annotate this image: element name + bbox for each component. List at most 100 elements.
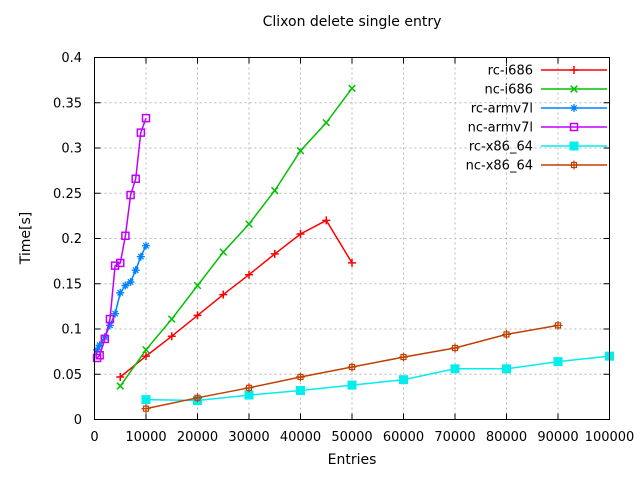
filled-square-marker — [141, 395, 151, 405]
square-plus-marker — [296, 372, 305, 382]
x-tick-label: 40000 — [280, 430, 321, 445]
legend-item-rc-armv7l: rc-armv7l — [471, 102, 607, 117]
series-line — [119, 219, 353, 378]
filled-square-marker — [296, 386, 305, 396]
legend-item-nc-x86_64: nc-x86_64 — [466, 159, 607, 174]
x-tick-label: 30000 — [228, 430, 269, 445]
open-square-marker — [136, 128, 146, 137]
tick-labels: 0 10000 20000 30000 40000 50000 60000 70000 8000… — [53, 51, 634, 445]
legend-item-nc-i686: nc-i686 — [484, 83, 607, 98]
plus-marker — [142, 352, 150, 361]
y-tick-label: 0.05 — [53, 368, 82, 383]
y-tick-label: 0 — [74, 413, 82, 428]
asterisk-marker — [111, 309, 120, 318]
x-tick-label: 100000 — [585, 430, 635, 445]
x-tick-label: 60000 — [383, 430, 424, 445]
plus-marker — [270, 249, 279, 258]
cross-marker — [270, 186, 279, 195]
cross-marker — [322, 118, 331, 127]
square-plus-marker — [399, 352, 408, 362]
open-square-marker — [131, 174, 140, 184]
filled-square-marker — [502, 364, 511, 374]
filled-square-marker — [347, 380, 357, 390]
plus-marker — [193, 311, 202, 320]
plus-marker — [322, 216, 331, 225]
legend-label: rc-i686 — [488, 64, 533, 79]
cross-marker — [116, 382, 125, 390]
square-plus-marker — [141, 404, 151, 414]
plus-marker — [348, 258, 356, 267]
series-line — [96, 117, 147, 359]
asterisk-marker — [116, 288, 125, 297]
series-line — [145, 355, 610, 402]
filled-square-marker — [553, 357, 563, 367]
square-plus-marker — [244, 383, 254, 393]
legend-label: rc-armv7l — [471, 102, 533, 117]
y-tick-label: 0.3 — [61, 142, 82, 157]
filled-square-marker — [569, 141, 579, 151]
asterisk-marker — [136, 252, 145, 261]
asterisk-marker — [105, 321, 114, 330]
open-square-marker — [141, 113, 151, 123]
series-line — [119, 87, 353, 387]
open-square-marker — [100, 334, 110, 344]
legend-item-rc-i686: rc-i686 — [488, 64, 607, 79]
series-nc-armv7l — [92, 113, 151, 363]
legend-label: nc-i686 — [484, 83, 533, 98]
filled-square-marker — [244, 390, 254, 400]
series-nc-i686 — [116, 84, 356, 390]
plus-marker — [570, 66, 578, 74]
asterisk-marker — [93, 345, 102, 354]
open-square-marker — [110, 261, 120, 270]
open-square-marker — [126, 190, 135, 200]
legend-item-nc-armv7l: nc-armv7l — [468, 121, 607, 136]
x-tick-label: 10000 — [125, 430, 166, 445]
square-plus-marker — [569, 160, 579, 170]
square-plus-marker — [553, 320, 563, 330]
asterisk-marker — [131, 266, 140, 275]
plus-marker — [167, 332, 176, 341]
x-tick-label: 90000 — [537, 430, 578, 445]
cross-marker — [219, 248, 228, 256]
x-tick-label: 0 — [90, 430, 98, 445]
legend: rc-i686 nc-i686 rc-armv7l nc-armv7l rc-x86_6… — [466, 64, 607, 174]
x-axis-title: Entries — [327, 452, 377, 468]
series-rc-i686 — [116, 216, 356, 381]
open-square-marker — [95, 350, 104, 360]
open-square-marker — [92, 353, 102, 363]
y-tick-label: 0.35 — [53, 96, 82, 111]
y-tick-label: 0.4 — [61, 51, 82, 66]
y-tick-label: 0.25 — [53, 187, 82, 202]
open-square-marker — [105, 314, 115, 324]
open-square-marker — [121, 231, 130, 241]
plus-marker — [296, 229, 305, 238]
legend-item-rc-x86_64: rc-x86_64 — [469, 140, 607, 155]
cross-marker — [193, 281, 202, 290]
series-rc-x86_64 — [141, 351, 614, 405]
open-square-marker — [569, 122, 579, 132]
square-plus-marker — [502, 329, 511, 339]
x-tick-label: 20000 — [177, 430, 218, 445]
x-tick-label: 50000 — [331, 430, 372, 445]
cross-marker — [167, 315, 176, 323]
plus-marker — [116, 372, 125, 381]
open-square-marker — [116, 258, 125, 268]
cross-marker — [570, 85, 578, 93]
plus-marker — [245, 270, 253, 279]
cross-marker — [142, 345, 150, 354]
chart-title: Clixon delete single entry — [262, 14, 442, 30]
asterisk-marker — [142, 241, 150, 250]
y-tick-label: 0.15 — [53, 277, 82, 292]
cross-marker — [245, 220, 253, 228]
cross-marker — [296, 146, 305, 155]
cross-marker — [348, 84, 356, 93]
square-plus-marker — [193, 393, 202, 403]
axes — [94, 57, 610, 420]
x-tick-label: 80000 — [486, 430, 527, 445]
y-tick-label: 0.1 — [61, 323, 82, 338]
filled-square-marker — [450, 364, 460, 374]
x-tick-label: 70000 — [434, 430, 475, 445]
legend-label: nc-x86_64 — [466, 159, 533, 174]
